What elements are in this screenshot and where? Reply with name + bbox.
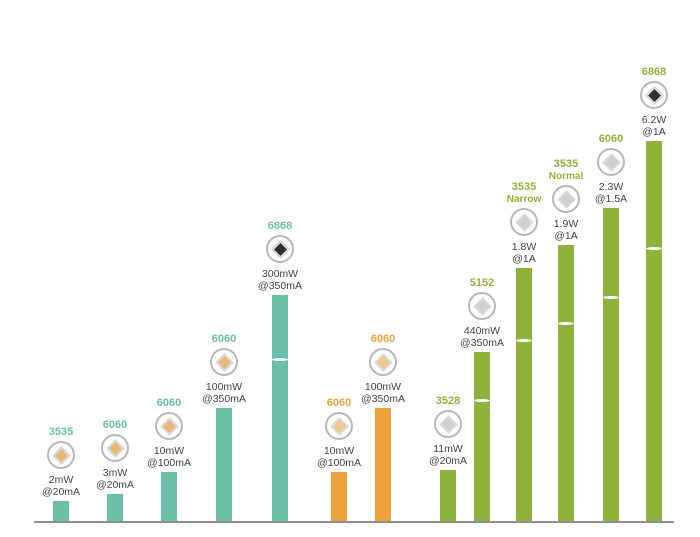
uva-6-bar — [646, 141, 662, 521]
uva-5-package: 6060 — [598, 133, 624, 145]
uvb-1-package: 6060 — [326, 397, 352, 409]
led-chip-icon — [155, 412, 183, 440]
led-chip-icon — [468, 292, 496, 320]
uva-5-current: @1.5A — [594, 193, 628, 205]
led-chip-icon — [210, 348, 238, 376]
uva-header: UV-A — [524, 10, 570, 31]
uva-2-power: 440mW — [463, 325, 501, 337]
led-chip-icon — [510, 208, 538, 236]
uvb-2-package: 6060 — [370, 333, 396, 345]
uvc-header: UV-C — [146, 10, 192, 31]
led-die-icon — [105, 438, 125, 458]
uvb-1-current: @100mA — [317, 457, 361, 469]
uvc-2-bar — [107, 494, 123, 521]
uva-3-package: 3535 — [511, 181, 537, 193]
uvb-2-current: @350mA — [361, 393, 405, 405]
uvc-5-package: 6868 — [267, 220, 293, 232]
uva-1-package: 3528 — [435, 395, 461, 407]
led-die-icon — [438, 414, 458, 434]
axis-break-mark — [646, 247, 662, 250]
uvc-4-package: 6060 — [211, 333, 237, 345]
uvc-2-current: @20mA — [95, 479, 135, 491]
axis-break-mark — [603, 296, 619, 299]
led-die-icon — [472, 296, 492, 316]
uva-4-variant: Normal — [548, 171, 584, 182]
uvc-5-power: 300mW — [261, 268, 299, 280]
led-die-icon — [51, 445, 71, 465]
uva-6-power: 6.2W — [641, 114, 667, 126]
led-chip-icon — [552, 185, 580, 213]
uva-4-package: 3535 — [553, 158, 579, 170]
led-die-icon — [373, 352, 393, 372]
uvb-1-power: 10mW — [323, 445, 355, 457]
led-chip-icon — [640, 81, 668, 109]
led-die-icon — [556, 189, 576, 209]
uvc-1-package: 3535 — [48, 426, 74, 438]
led-chip-icon — [47, 441, 75, 469]
uvc-3-bar — [161, 472, 177, 521]
uva-2-bar — [474, 352, 490, 521]
uvc-3-current: @100mA — [147, 457, 191, 469]
uvc-1-current: @20mA — [41, 486, 81, 498]
uva-4-bar — [558, 245, 574, 521]
uvb-2-power: 100mW — [364, 381, 402, 393]
uvc-4-bar — [216, 408, 232, 521]
uva-5-bar — [603, 208, 619, 521]
uva-3-current: @1A — [512, 253, 536, 265]
uva-1-power: 11mW — [433, 443, 463, 455]
led-die-icon — [601, 152, 621, 172]
uva-3-variant: Narrow — [506, 194, 542, 205]
axis-break-mark — [558, 322, 574, 325]
uvc-1-power: 2mW — [48, 474, 74, 486]
led-die-icon — [270, 239, 290, 259]
uva-4-power: 1.9W — [553, 218, 579, 230]
uva-3-power: 1.8W — [511, 241, 537, 253]
led-chip-icon — [434, 410, 462, 438]
chart-baseline — [34, 521, 674, 523]
uvc-5-bar — [272, 295, 288, 521]
led-die-icon — [159, 416, 179, 436]
led-chip-icon — [325, 412, 353, 440]
led-die-icon — [214, 352, 234, 372]
uvc-2-power: 3mW — [102, 467, 128, 479]
uvb-2-bar — [375, 408, 391, 521]
led-die-icon — [329, 416, 349, 436]
uvc-5-current: @350mA — [258, 280, 302, 292]
led-chip-icon — [101, 434, 129, 462]
uvb-header: UV-B — [337, 10, 383, 31]
led-chip-icon — [597, 148, 625, 176]
uvc-3-power: 10mW — [153, 445, 185, 457]
uva-6-package: 6868 — [641, 66, 667, 78]
led-chip-icon — [266, 235, 294, 263]
uvc-4-power: 100mW — [205, 381, 243, 393]
led-chip-icon — [369, 348, 397, 376]
uva-5-power: 2.3W — [598, 181, 624, 193]
uva-1-bar — [440, 470, 456, 521]
uva-3-bar — [516, 268, 532, 521]
uva-2-current: @350mA — [460, 337, 504, 349]
uvc-2-package: 6060 — [102, 419, 128, 431]
uva-4-current: @1A — [554, 230, 578, 242]
uvc-4-current: @350mA — [202, 393, 246, 405]
uvc-3-package: 6060 — [156, 397, 182, 409]
uva-1-current: @20mA — [428, 455, 468, 467]
uvb-1-bar — [331, 472, 347, 521]
led-die-icon — [644, 85, 664, 105]
uva-2-package: 5152 — [469, 277, 495, 289]
axis-break-mark — [272, 358, 288, 361]
axis-break-mark — [516, 339, 532, 342]
led-die-icon — [514, 212, 534, 232]
axis-break-mark — [474, 399, 490, 402]
uva-6-current: @1A — [642, 126, 666, 138]
uvc-1-bar — [53, 501, 69, 521]
